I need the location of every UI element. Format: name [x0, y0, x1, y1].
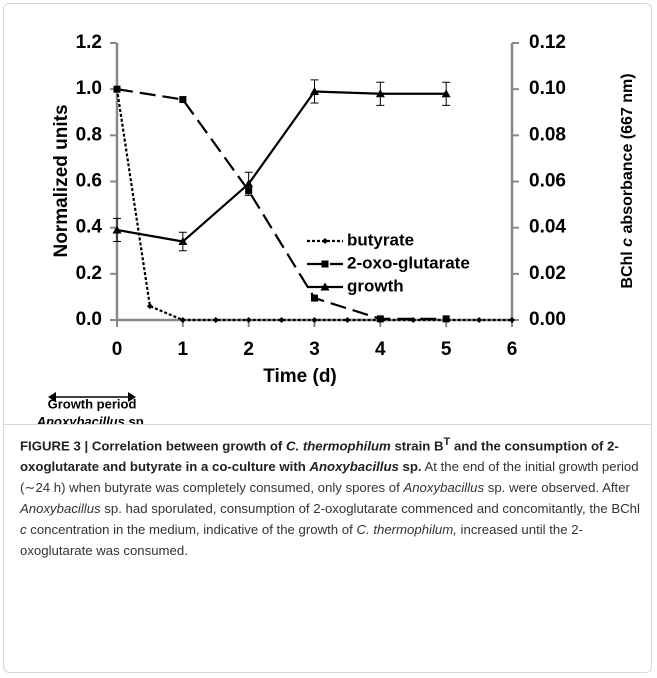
marker	[322, 238, 328, 244]
x-tick-label: 5	[441, 339, 452, 360]
y2-tick-label: 0.04	[529, 217, 566, 238]
x-tick-label: 0	[112, 339, 123, 360]
caption-text: sp. were observed. After	[484, 480, 630, 496]
y2-axis-label: BChl c absorbance (667 nm)	[619, 73, 636, 288]
marker	[344, 317, 351, 323]
marker	[321, 260, 329, 268]
caption-text: strain B	[390, 438, 444, 454]
marker	[212, 317, 219, 323]
marker	[320, 282, 330, 291]
series-line	[116, 90, 447, 243]
chart: Normalized units BChl c absorbance (667 …	[36, 32, 637, 424]
y-tick-label: 0.6	[76, 171, 102, 192]
annotation: Anoxybacillus sp.	[36, 414, 148, 424]
caption-text: sp.	[398, 459, 422, 475]
y-tick-label: 1.0	[76, 78, 102, 99]
y-axis-label: Normalized units	[51, 104, 72, 257]
annotation-part: sp.	[125, 414, 147, 424]
y2-label-part: absorbance (667 nm)	[619, 73, 636, 238]
marker	[311, 294, 318, 302]
y2-tick-label: 0.10	[529, 78, 566, 99]
series-line	[115, 89, 512, 322]
marker	[113, 85, 121, 93]
marker	[441, 89, 451, 98]
y2-tick-label: 0.06	[529, 171, 566, 192]
marker	[146, 303, 153, 310]
marker	[476, 317, 483, 323]
marker	[311, 317, 318, 323]
annotation: Growth period	[48, 396, 137, 411]
y2-label-part: c	[619, 238, 636, 247]
y2-tick-label: 0.08	[529, 124, 566, 145]
marker	[509, 317, 515, 323]
legend-label: 2-oxo-glutarate	[347, 253, 470, 272]
x-tick-label: 2	[243, 339, 254, 360]
marker	[442, 315, 450, 323]
caption-text: C. thermophilum,	[356, 522, 457, 538]
marker	[310, 86, 319, 95]
caption-text: Anoxybacillus	[20, 501, 101, 517]
separator	[4, 424, 651, 425]
y2-tick-label: 0.00	[529, 309, 566, 330]
figure-frame	[3, 3, 652, 673]
y-tick-label: 0.0	[76, 309, 102, 330]
caption-text: T	[443, 436, 451, 448]
x-axis-label: Time (d)	[263, 366, 337, 387]
caption-text: Anoxybacillus	[309, 459, 399, 475]
marker	[179, 317, 186, 323]
caption: FIGURE 3 | Correlation between growth of…	[20, 432, 640, 561]
caption-text: C. thermophilum	[286, 438, 391, 454]
marker	[245, 317, 252, 323]
series-line	[116, 88, 447, 320]
caption-text: At the end of the initial growth period …	[20, 459, 639, 496]
caption-text: Anoxybacillus	[403, 480, 485, 496]
y2-tick-label: 0.12	[529, 32, 566, 53]
x-tick-label: 6	[507, 339, 518, 360]
caption-text: increased until the 2-oxoglutarate was c…	[20, 522, 583, 559]
y-tick-label: 1.2	[76, 32, 102, 53]
y-tick-label: 0.4	[76, 217, 103, 238]
caption-text: and the consumption of 2-oxoglutarate an…	[20, 438, 619, 475]
caption-text: concentration in the medium, indicative …	[26, 522, 357, 538]
x-tick-label: 4	[375, 339, 386, 360]
x-tick-label: 1	[178, 339, 189, 360]
legend-label: growth	[347, 276, 404, 295]
caption-text: c	[20, 522, 27, 538]
caption-text: FIGURE 3 | Correlation between growth of	[20, 438, 286, 454]
legend-label: butyrate	[347, 230, 414, 249]
y2-tick-label: 0.02	[529, 263, 566, 284]
y2-label-part: BChl	[619, 247, 636, 289]
marker	[179, 96, 187, 104]
x-tick-label: 3	[309, 339, 320, 360]
annotation-part: Anoxybacillus	[36, 414, 125, 424]
marker	[112, 225, 122, 234]
marker	[278, 317, 285, 323]
caption-text: sp. had sporulated, consumption of 2-oxo…	[100, 501, 640, 517]
marker	[178, 237, 188, 246]
y-tick-label: 0.2	[76, 263, 102, 284]
y-tick-label: 0.8	[76, 124, 102, 145]
marker	[375, 89, 385, 98]
marker	[244, 179, 254, 188]
marker	[376, 315, 384, 323]
